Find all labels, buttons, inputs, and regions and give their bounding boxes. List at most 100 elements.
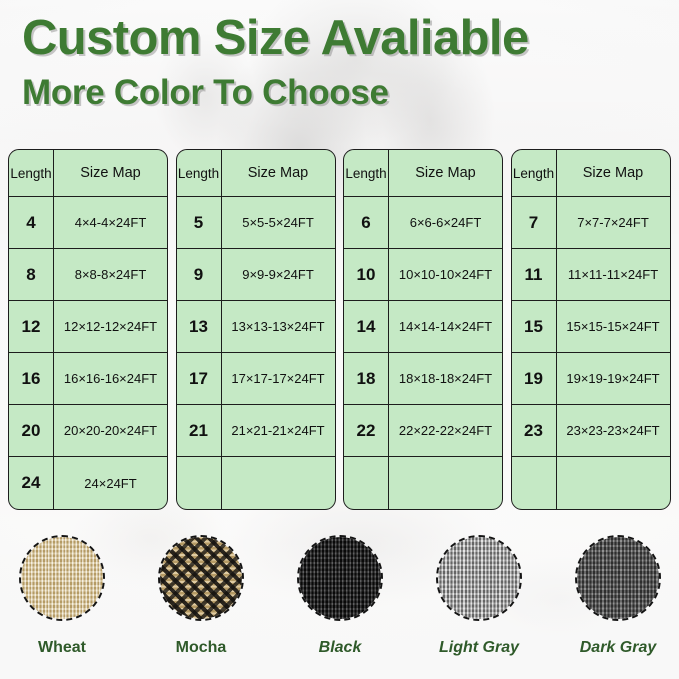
cell-size-map: 8×8-8×24FT: [74, 267, 147, 282]
cell-length: 11: [512, 249, 557, 300]
table-row: 13 13×13-13×24FT: [176, 301, 335, 353]
cell-length: 12: [9, 301, 54, 352]
table-header-row: Length Size Map: [344, 150, 502, 197]
column-header-size-map: Size Map: [582, 165, 644, 181]
table-row-empty: [344, 457, 502, 509]
cell-size-map: 14×14-14×24FT: [398, 319, 493, 334]
column-header-length: Length: [512, 150, 557, 196]
cell-size-map: 18×18-18×24FT: [398, 371, 493, 386]
table-row: 9 9×9-9×24FT: [176, 249, 335, 301]
color-option-black[interactable]: Black: [278, 528, 402, 657]
table-row: 5 5×5-5×24FT: [176, 197, 335, 249]
cell-length: 16: [9, 353, 54, 404]
table-header-row: Length Size Map: [176, 150, 335, 197]
dark-gray-fabric-swatch[interactable]: [575, 535, 661, 621]
cell-length: 17: [177, 353, 222, 404]
table-row: 10 10×10-10×24FT: [344, 249, 502, 301]
table-row-empty: [512, 457, 670, 509]
table-row: 11 11×11-11×24FT: [511, 249, 670, 301]
cell-size-map: 5×5-5×24FT: [242, 215, 314, 230]
cell-length: 15: [512, 301, 557, 352]
table-row: 14 14×14-14×24FT: [344, 301, 502, 353]
table-row: 12 12×12-12×24FT: [9, 301, 167, 353]
cell-size-map: 22×22-22×24FT: [398, 423, 493, 438]
color-option-wheat[interactable]: Wheat: [0, 528, 124, 657]
table-row: 16 16×16-16×24FT: [9, 353, 167, 405]
column-header-size-map: Size Map: [80, 165, 141, 181]
cell-length: 10: [344, 249, 389, 300]
size-table-2: Length Size Map 5 5×5-5×24FT 9 9×9-9×24FT 13 13…: [175, 149, 336, 510]
cell-size-map: 6×6-6×24FT: [409, 215, 482, 230]
column-header-size-map: Size Map: [247, 165, 309, 181]
cell-size-map: 24×24FT: [84, 475, 137, 491]
cell-size-map: 20×20-20×24FT: [63, 423, 158, 438]
cell-size-map: 12×12-12×24FT: [63, 319, 158, 334]
fabric-texture: [160, 537, 242, 619]
color-option-label: Dark Gray: [579, 639, 657, 656]
table-row: 4 4×4-4×24FT: [9, 197, 167, 249]
table-row: 6 6×6-6×24FT: [344, 197, 502, 249]
fabric-texture: [21, 537, 103, 619]
cell-size-map: 23×23-23×24FT: [566, 423, 660, 438]
cell-size-map: 9×9-9×24FT: [242, 267, 314, 282]
cell-length: 13: [177, 301, 222, 352]
cell-length: [177, 457, 222, 509]
cell-length: [344, 457, 389, 509]
cell-size-map: 13×13-13×24FT: [231, 319, 325, 334]
color-option-mocha[interactable]: Mocha: [139, 528, 263, 657]
table-header-row: Length Size Map: [9, 150, 167, 197]
black-fabric-swatch[interactable]: [297, 535, 383, 621]
cell-size-map: 4×4-4×24FT: [74, 215, 147, 230]
table-row: 18 18×18-18×24FT: [344, 353, 502, 405]
cell-size-map: 19×19-19×24FT: [566, 371, 660, 386]
cell-length: [512, 457, 557, 509]
fabric-texture: [299, 537, 381, 619]
table-row: 23 23×23-23×24FT: [511, 405, 670, 457]
light-gray-fabric-swatch[interactable]: [436, 535, 522, 621]
cell-length: 9: [177, 249, 222, 300]
cell-length: 7: [512, 197, 557, 248]
cell-size-map: [389, 457, 502, 509]
table-header-row: Length Size Map: [511, 150, 670, 197]
fabric-texture: [438, 537, 520, 619]
table-row: 15 15×15-15×24FT: [511, 301, 670, 353]
cell-length: 6: [344, 197, 389, 248]
size-table-3: Length Size Map 6 6×6-6×24FT 10 10×10-10×24FT…: [343, 149, 503, 510]
cell-length: 19: [512, 353, 557, 404]
cell-size-map: 11×11-11×24FT: [567, 267, 659, 282]
table-row-empty: [177, 457, 335, 509]
wheat-fabric-swatch[interactable]: [19, 535, 105, 621]
column-header-size-map: Size Map: [415, 165, 476, 181]
cell-length: 21: [177, 405, 222, 456]
cell-length: 4: [9, 197, 54, 248]
cell-size-map: [557, 457, 670, 509]
color-option-label: Wheat: [38, 639, 86, 656]
cell-length: 18: [344, 353, 389, 404]
cell-length: 23: [512, 405, 557, 456]
color-option-light-gray[interactable]: Light Gray: [417, 528, 541, 657]
headline-secondary: More Color To Choose: [22, 72, 389, 112]
size-table-4: Length Size Map 7 7×7-7×24FT 11 11×11-11×24FT…: [510, 149, 671, 510]
color-option-dark-gray[interactable]: Dark Gray: [556, 528, 679, 657]
cell-size-map: [222, 457, 335, 509]
mocha-fabric-swatch[interactable]: [158, 535, 244, 621]
table-row: 24 24×24FT: [9, 457, 167, 509]
cell-length: 14: [344, 301, 389, 352]
cell-size-map: 15×15-15×24FT: [566, 319, 660, 334]
cell-length: 24: [9, 457, 54, 509]
table-row: 20 20×20-20×24FT: [9, 405, 167, 457]
headline-block: Custom Size Avaliable More Color To Choo…: [22, 11, 529, 112]
table-row: 17 17×17-17×24FT: [176, 353, 335, 405]
cell-length: 22: [344, 405, 389, 456]
headline-primary: Custom Size Avaliable: [22, 11, 529, 65]
color-swatch-group: Wheat Mocha Black Light Gray Dark Gray: [0, 528, 679, 679]
table-row: 22 22×22-22×24FT: [344, 405, 502, 457]
table-row: 7 7×7-7×24FT: [511, 197, 670, 249]
cell-length: 20: [9, 405, 54, 456]
table-row: 21 21×21-21×24FT: [176, 405, 335, 457]
fabric-texture: [577, 537, 659, 619]
cell-length: 5: [177, 197, 222, 248]
cell-size-map: 16×16-16×24FT: [63, 371, 158, 386]
column-header-length: Length: [9, 150, 54, 196]
